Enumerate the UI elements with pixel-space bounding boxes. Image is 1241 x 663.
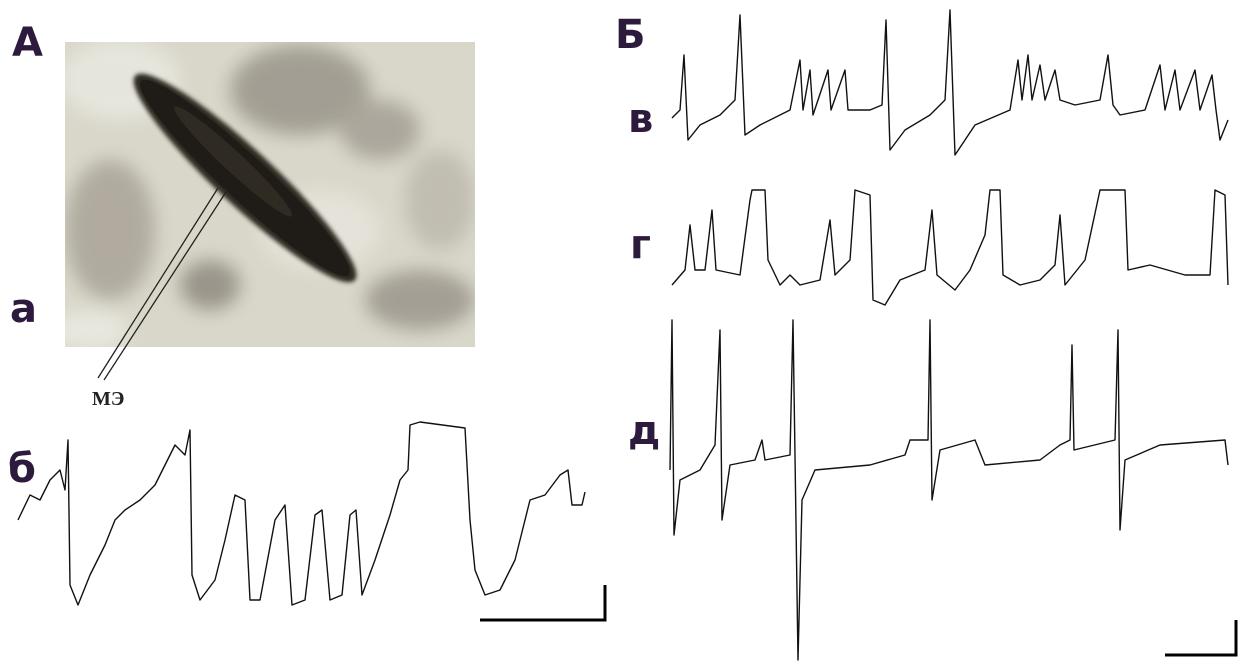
scale-bar: [1165, 620, 1236, 655]
panel-label: б: [8, 446, 36, 492]
panel-label: А: [12, 20, 43, 66]
electrode-label: МЭ: [92, 388, 124, 410]
panel-label: г: [630, 222, 651, 268]
panel-label: Б: [615, 12, 646, 58]
trace: [670, 320, 1228, 660]
trace: [672, 190, 1228, 305]
figure: А а МЭ б Б в г д: [0, 0, 1241, 663]
trace: [672, 10, 1228, 155]
trace: [18, 422, 585, 605]
panel-label: д: [628, 408, 660, 454]
micrograph: [50, 40, 475, 350]
panel-label: в: [628, 96, 653, 142]
page: А а МЭ б Б в г д (() => { const data = J…: [0, 0, 1241, 663]
panel-label: а: [10, 286, 37, 332]
